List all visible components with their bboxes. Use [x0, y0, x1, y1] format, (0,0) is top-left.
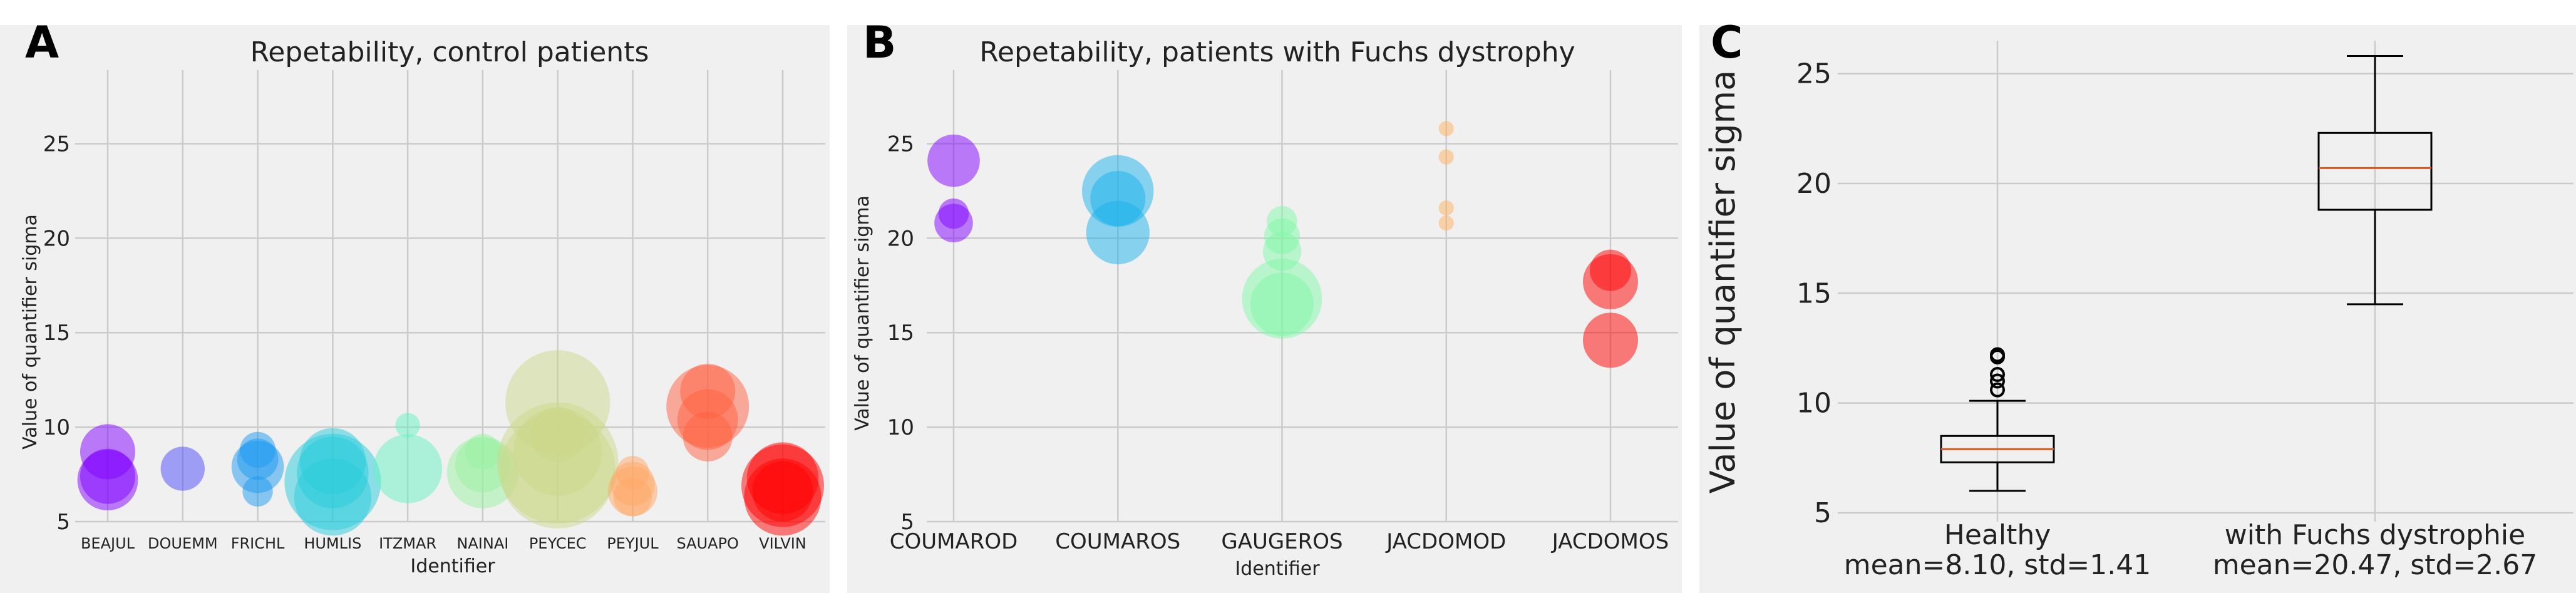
- y-tick-label: 20: [1796, 168, 1832, 200]
- panel-b-repeatability-fuchs: B Repetability, patients with Fuchs dyst…: [847, 17, 1682, 593]
- data-point: [613, 477, 652, 517]
- panel-b-y-ticks: 5 10 15 20 25: [887, 131, 914, 534]
- data-point: [231, 440, 284, 493]
- x-tick-label: BEAJUL: [81, 535, 135, 552]
- panel-a-x-axis-label: Identifier: [410, 555, 495, 577]
- data-point: [1438, 200, 1454, 216]
- x-tick-label: PEYJUL: [607, 535, 659, 552]
- y-tick-label: 15: [43, 321, 70, 346]
- outlier-point: [1990, 382, 2005, 398]
- x-tick-label: ITZMAR: [379, 535, 436, 552]
- box-1: [2317, 55, 2433, 306]
- x-tick-label: with Fuchs dystrophie: [2225, 519, 2525, 551]
- data-point: [934, 204, 973, 243]
- panel-a-repeatability-control: A Repetability, control patients 5 10 15 20…: [0, 17, 830, 593]
- data-point: [1086, 200, 1150, 264]
- x-tick-label: COUMAROS: [1055, 529, 1180, 554]
- panel-c-y-axis-label: Value of quantifier sigma: [1703, 70, 1743, 493]
- y-tick-label: 10: [1796, 388, 1832, 420]
- x-tick-label: SAUAPO: [676, 535, 738, 552]
- data-point: [1250, 272, 1314, 336]
- y-tick-label: 10: [887, 415, 914, 440]
- panel-a-background: [0, 25, 830, 593]
- panel-b-letter: B: [863, 17, 896, 68]
- panel-a-points: [77, 350, 824, 536]
- outlier-point: [1990, 373, 2005, 389]
- panel-b-y-axis-label: Value of quantifier sigma: [852, 195, 873, 431]
- panel-c-boxes: [1940, 55, 2433, 492]
- panel-b-x-axis-label: Identifier: [1235, 558, 1320, 580]
- x-tick-label: GAUGEROS: [1221, 529, 1342, 554]
- y-tick-label: 25: [887, 131, 914, 157]
- y-tick-label: 10: [43, 415, 70, 440]
- y-tick-label: 5: [56, 510, 70, 535]
- outlier-point: [1990, 347, 2005, 363]
- panel-c-grid: [1838, 41, 2573, 522]
- data-point: [395, 413, 420, 438]
- x-tick-label: JACDOMOS: [1551, 529, 1669, 554]
- y-tick-label: 25: [1796, 58, 1832, 90]
- y-tick-label: 5: [900, 510, 914, 535]
- data-point: [1438, 149, 1454, 165]
- outlier-point: [1990, 367, 2005, 383]
- panel-a-y-ticks: 5 10 15 20 25: [43, 131, 70, 534]
- x-tick-label: FRICHL: [231, 535, 285, 552]
- data-point: [927, 134, 980, 187]
- data-point: [744, 458, 822, 536]
- panel-b-points: [927, 121, 1638, 368]
- x-tick-label: COUMAROD: [890, 529, 1018, 554]
- y-tick-label: 25: [43, 131, 70, 157]
- panel-c-background: [1699, 25, 2576, 593]
- x-tick-label: Healthy: [1944, 519, 2051, 551]
- panel-c-letter: C: [1711, 17, 1743, 68]
- data-point: [1438, 215, 1454, 231]
- panel-a-title: Repetability, control patients: [250, 36, 649, 68]
- data-point: [683, 411, 733, 462]
- x-tick-label: NAINAI: [456, 535, 508, 552]
- y-tick-label: 5: [1814, 497, 1832, 529]
- data-point: [160, 446, 205, 491]
- box-0: [1940, 347, 2055, 492]
- data-point: [77, 450, 138, 511]
- x-tick-label: JACDOMOD: [1385, 529, 1506, 554]
- y-tick-label: 15: [887, 321, 914, 346]
- data-point: [1583, 254, 1638, 309]
- iqr-box: [2317, 131, 2433, 211]
- panel-b-x-ticks: COUMAROD COUMAROS GAUGEROS JACDOMOD JACDOMOS: [890, 529, 1669, 554]
- x-tick-label: VILVIN: [759, 535, 806, 552]
- panel-c-y-ticks: 5 10 15 20 25: [1796, 58, 1832, 529]
- panel-a-x-ticks: BEAJUL DOUEMM FRICHL HUMLIS ITZMAR NAINAI PEYC…: [81, 535, 806, 552]
- y-tick-label: 20: [887, 226, 914, 251]
- panel-b-title: Repetability, patients with Fuchs dystro…: [979, 36, 1575, 68]
- data-point: [500, 413, 616, 529]
- data-point: [1583, 312, 1638, 368]
- data-point: [373, 434, 443, 503]
- x-tick-label: HUMLIS: [304, 535, 361, 552]
- x-tick-subtitle: mean=8.10, std=1.41: [1844, 549, 2151, 581]
- y-tick-label: 20: [43, 226, 70, 251]
- x-tick-subtitle: mean=20.47, std=2.67: [2213, 549, 2538, 581]
- data-point: [242, 476, 273, 507]
- panel-a-letter: A: [25, 17, 59, 68]
- panel-a-y-axis-label: Value of quantifier sigma: [19, 214, 41, 450]
- x-tick-label: PEYCEC: [529, 535, 587, 552]
- x-tick-label: DOUEMM: [148, 535, 218, 552]
- y-tick-label: 15: [1796, 277, 1832, 309]
- data-point: [1438, 121, 1454, 137]
- data-point: [294, 458, 371, 536]
